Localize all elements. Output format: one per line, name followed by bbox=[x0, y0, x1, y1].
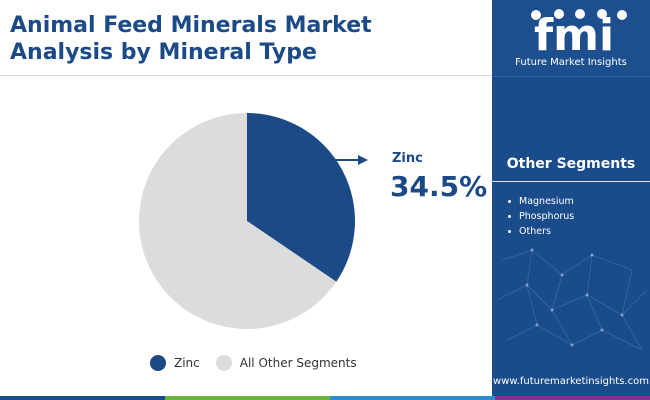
chart-legend: Zinc All Other Segments bbox=[150, 355, 363, 371]
network-decoration bbox=[496, 248, 648, 351]
list-item: Magnesium bbox=[508, 196, 574, 207]
page-title: Animal Feed Minerals Market Analysis by … bbox=[10, 12, 480, 66]
title-line-2: Analysis by Mineral Type bbox=[10, 40, 317, 65]
title-divider bbox=[0, 75, 492, 76]
sidebar: fmi Future Market Insights Other Segment… bbox=[492, 0, 650, 400]
pie-slice-all-other-segments bbox=[138, 113, 337, 329]
legend-item-zinc: Zinc bbox=[150, 355, 200, 371]
logo-dot-icon bbox=[531, 10, 541, 20]
other-segments-heading: Other Segments bbox=[506, 156, 636, 172]
legend-item-other: All Other Segments bbox=[215, 355, 357, 371]
logo-dot-icon bbox=[597, 9, 607, 19]
callout-arrow bbox=[333, 155, 368, 165]
logo-caption: Future Market Insights bbox=[515, 57, 627, 68]
list-item: Others bbox=[508, 226, 574, 237]
pie-slices bbox=[138, 113, 355, 329]
list-item: Phosphorus bbox=[508, 211, 574, 222]
logo-dot-icon bbox=[554, 9, 564, 19]
title-line-1: Animal Feed Minerals Market bbox=[10, 13, 372, 38]
logo-block: fmi Future Market Insights bbox=[492, 0, 650, 77]
legend-swatch-zinc bbox=[150, 355, 166, 371]
pie-slice-zinc bbox=[247, 113, 355, 282]
website-link[interactable]: www.futuremarketinsights.com bbox=[493, 376, 649, 387]
callout-value: 34.5% bbox=[390, 170, 488, 203]
other-segments-rule bbox=[492, 181, 650, 182]
pie-chart bbox=[138, 113, 368, 329]
legend-label-zinc: Zinc bbox=[174, 356, 200, 370]
legend-swatch-other bbox=[215, 355, 232, 371]
callout-label: Zinc bbox=[392, 151, 423, 166]
logo-dot-icon bbox=[617, 10, 627, 20]
fmi-logo: fmi bbox=[531, 9, 627, 54]
other-segments-list: Magnesium Phosphorus Others bbox=[508, 196, 574, 241]
legend-label-other: All Other Segments bbox=[239, 356, 357, 370]
logo-dot-icon bbox=[575, 9, 585, 19]
bottom-color-bar bbox=[0, 396, 650, 400]
